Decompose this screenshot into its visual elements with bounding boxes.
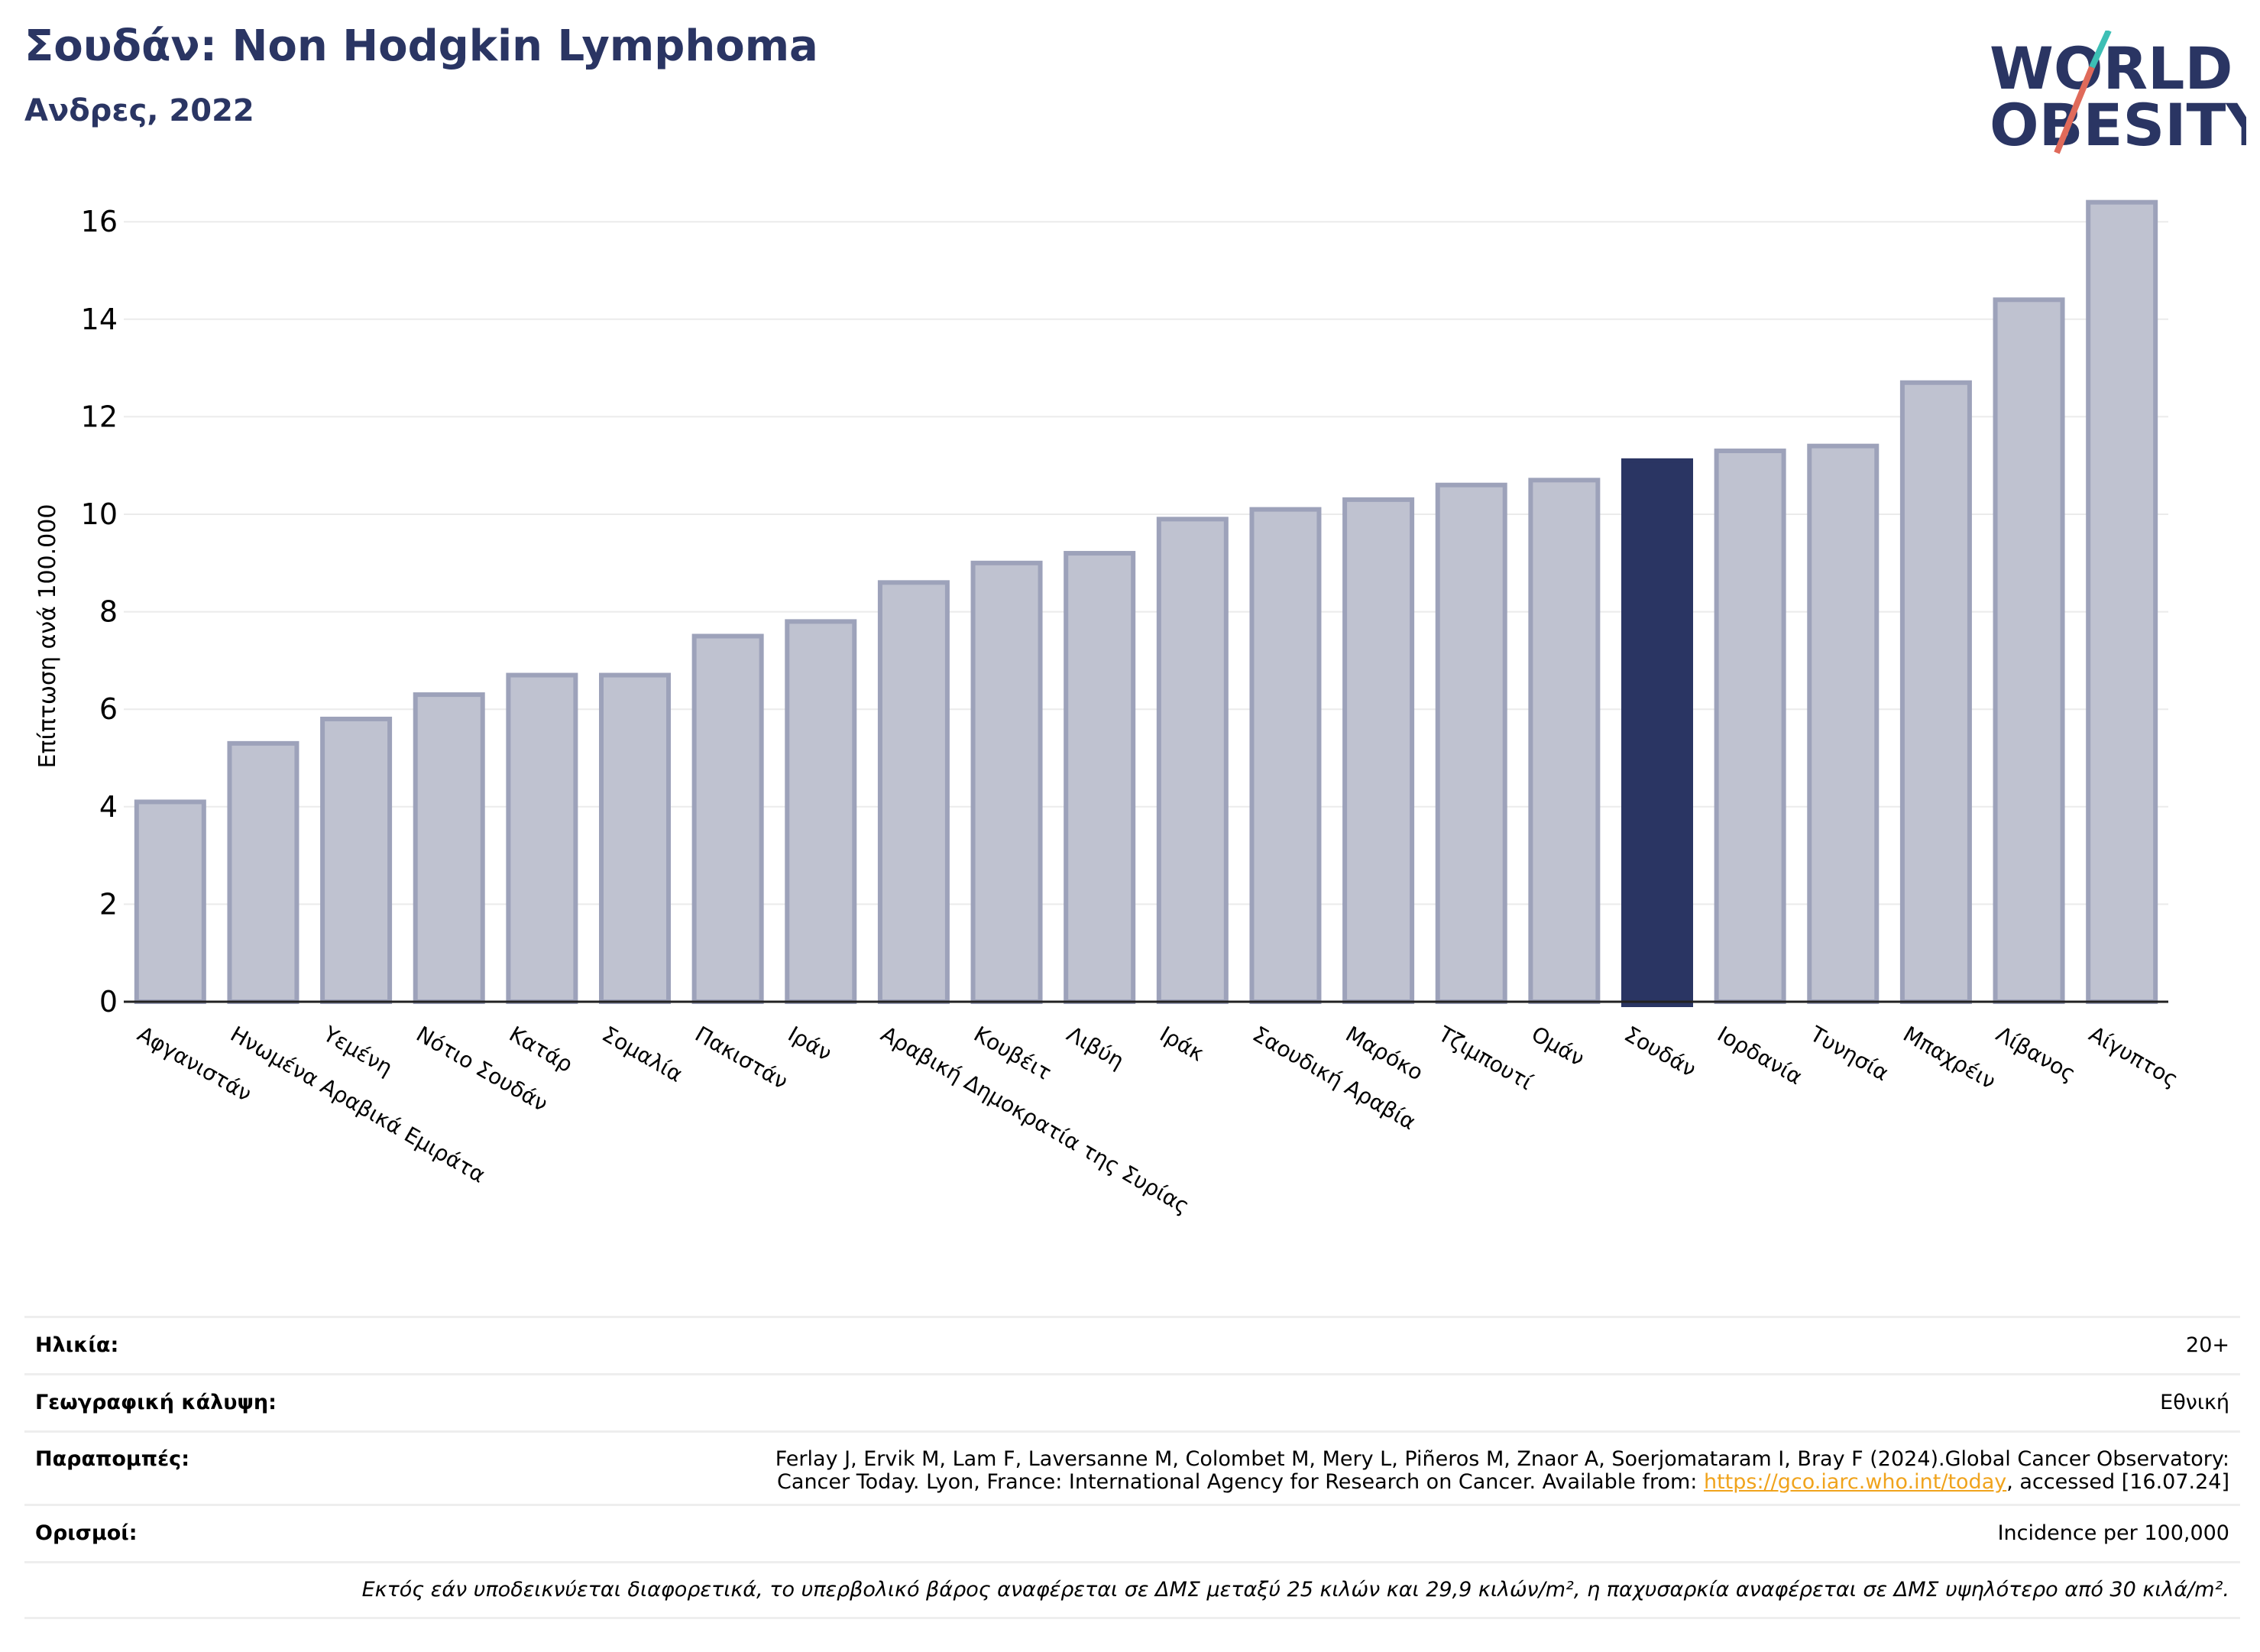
y-tick-label: 6 [99, 692, 118, 726]
bar [1342, 497, 1415, 1004]
bar [1064, 551, 1136, 1004]
bar [227, 740, 299, 1004]
bar [1528, 478, 1601, 1004]
bar [413, 692, 485, 1004]
x-tick-label: Πακιστάν [691, 1021, 792, 1094]
x-tick-label: Ομάν [1527, 1021, 1589, 1071]
bar [1714, 449, 1786, 1004]
world-obesity-logo: WORLD OBESITY [1990, 31, 2246, 159]
x-tick-label: Ιράν [784, 1021, 837, 1066]
bar [877, 580, 950, 1004]
references-label: Παραπομπές: [35, 1447, 189, 1471]
x-tick-label: Ιράκ [1155, 1021, 1208, 1066]
footnote: Εκτός εάν υποδεικνύεται διαφορετικά, το … [361, 1578, 2229, 1602]
bar [1249, 507, 1322, 1004]
age-label: Ηλικία: [35, 1333, 119, 1357]
chart-title: Σουδάν: Non Hodgkin Lymphoma [24, 21, 818, 71]
bar [134, 799, 206, 1005]
references-line1: Ferlay J, Ervik M, Lam F, Laversanne M, … [775, 1447, 2229, 1471]
logo-slash-red [2054, 66, 2095, 154]
x-tick-label: Λίβανος [1992, 1021, 2080, 1087]
bar [1435, 482, 1507, 1004]
y-tick-label: 2 [99, 887, 118, 921]
bar [691, 633, 764, 1004]
references-link[interactable]: https://gco.iarc.who.int/today [1703, 1470, 2007, 1494]
bar [506, 672, 578, 1004]
y-tick-label: 8 [99, 595, 118, 629]
y-tick-label: 14 [81, 303, 118, 336]
y-tick-label: 16 [81, 205, 118, 238]
bar [1899, 380, 1972, 1004]
definitions-label: Ορισμοί: [35, 1521, 138, 1545]
meta-row-coverage: Γεωγραφική κάλυψη: Εθνική [24, 1373, 2240, 1430]
x-tick-label: Λιβύη [1063, 1021, 1128, 1074]
y-tick-label: 4 [99, 790, 118, 824]
logo-line2: OBESITY [1990, 91, 2246, 159]
x-tick-label: Ιορδανία [1713, 1021, 1806, 1090]
y-tick-label: 0 [99, 985, 118, 1019]
y-axis-label: Επίπτωση ανά 100.000 [34, 504, 61, 769]
logo-slash-teal [2089, 31, 2112, 69]
bar [1621, 458, 1693, 1007]
bar [1156, 517, 1229, 1004]
bar [785, 619, 857, 1004]
bars [134, 199, 2158, 1007]
meta-row-age: Ηλικία: 20+ [24, 1316, 2240, 1373]
bar [970, 560, 1043, 1004]
bar [1993, 297, 2065, 1004]
y-tick-label: 10 [81, 497, 118, 531]
references-value: Ferlay J, Ervik M, Lam F, Laversanne M, … [775, 1448, 2240, 1494]
chart-subtitle: Ανδρες, 2022 [24, 93, 254, 128]
x-tick-label: Κατάρ [505, 1021, 577, 1077]
meta-row-footnote: Εκτός εάν υποδεικνύεται διαφορετικά, το … [24, 1561, 2240, 1619]
bar [599, 672, 671, 1004]
y-axis-ticks: 0 2 4 6 8 10 12 14 16 [81, 205, 118, 1019]
coverage-label: Γεωγραφική κάλυψη: [35, 1391, 277, 1414]
age-value: 20+ [2186, 1333, 2229, 1357]
x-tick-label: Σομαλία [598, 1021, 688, 1087]
meta-row-references: Παραπομπές: Ferlay J, Ervik M, Lam F, La… [24, 1430, 2240, 1504]
x-tick-label: Αραβική Δημοκρατία της Συρίας [876, 1021, 1193, 1219]
x-tick-label: Σουδάν [1621, 1021, 1701, 1082]
meta-row-definitions: Ορισμοί: Incidence per 100,000 [24, 1504, 2240, 1561]
x-tick-label: Αίγυπτος [2085, 1021, 2183, 1092]
references-accessed: , accessed [16.07.24] [2006, 1470, 2229, 1494]
definitions-value: Incidence per 100,000 [1997, 1521, 2229, 1545]
metadata-table: Ηλικία: 20+ Γεωγραφική κάλυψη: Εθνική Πα… [24, 1316, 2240, 1619]
x-tick-label: Υεμένη [319, 1021, 397, 1080]
y-tick-label: 12 [81, 400, 118, 433]
logo-line1: WORLD [1990, 34, 2232, 102]
coverage-value: Εθνική [2160, 1391, 2229, 1414]
references-line2: Cancer Today. Lyon, France: Internationa… [777, 1470, 1704, 1494]
x-tick-label: Τυνησία [1805, 1021, 1893, 1086]
x-tick-label: Σαουδική Αραβία [1248, 1021, 1420, 1135]
bar [320, 716, 393, 1005]
bar [1807, 443, 1880, 1004]
bar [2086, 199, 2158, 1004]
x-tick-label: Τζιμπουτί [1433, 1021, 1537, 1095]
x-tick-label: Μπαχρέιν [1899, 1021, 1999, 1093]
